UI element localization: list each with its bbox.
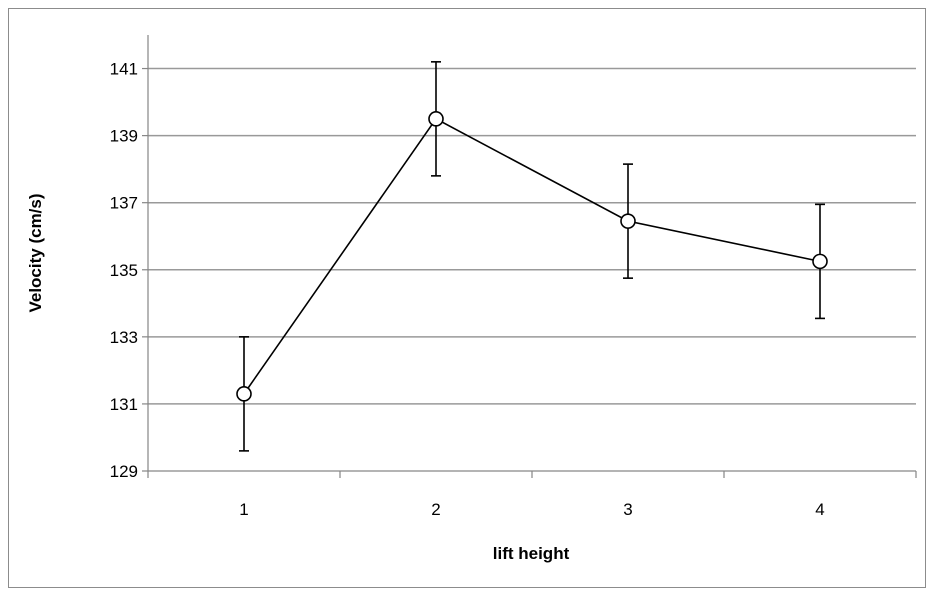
data-point	[236, 386, 252, 402]
y-tick-label: 139	[110, 127, 138, 146]
x-tick-label: 3	[623, 500, 632, 519]
axes	[142, 35, 917, 478]
y-tick-label: 137	[110, 194, 138, 213]
x-axis-title: lift height	[493, 544, 570, 563]
x-tick-label: 2	[431, 500, 440, 519]
y-tick-label: 129	[110, 462, 138, 481]
x-tick-labels: 1 2 3 4	[239, 500, 824, 519]
chart-frame	[8, 8, 926, 588]
y-tick-label: 141	[110, 60, 138, 79]
y-tick-label: 133	[110, 328, 138, 347]
x-tick-label: 1	[239, 500, 248, 519]
x-tick-label: 4	[815, 500, 824, 519]
y-axis-title: Velocity (cm/s)	[26, 193, 45, 312]
data-point	[812, 253, 828, 270]
gridlines	[148, 67, 916, 405]
data-point	[428, 111, 444, 127]
series-layer	[236, 61, 828, 452]
series-line	[243, 117, 821, 395]
y-tick-label: 131	[110, 395, 138, 414]
y-tick-label: 135	[110, 261, 138, 280]
y-tick-labels: 129 131 133 135 137 139 141	[110, 60, 138, 481]
data-point	[620, 213, 636, 229]
